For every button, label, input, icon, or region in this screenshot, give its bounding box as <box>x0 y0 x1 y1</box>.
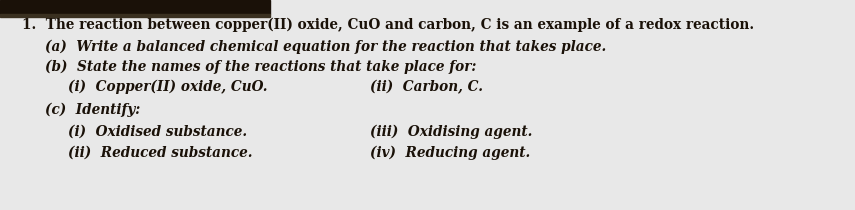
Text: (ii)  Carbon, C.: (ii) Carbon, C. <box>370 80 483 94</box>
Text: (c)  Identify:: (c) Identify: <box>45 103 140 117</box>
Bar <box>0 0 270 14</box>
Text: (i)  Copper(II) oxide, CuO.: (i) Copper(II) oxide, CuO. <box>68 80 268 94</box>
Bar <box>0 14 270 17</box>
Text: 1.  The reaction between copper(II) oxide, CuO and carbon, C is an example of a : 1. The reaction between copper(II) oxide… <box>22 18 754 32</box>
Text: (a)  Write a balanced chemical equation for the reaction that takes place.: (a) Write a balanced chemical equation f… <box>45 40 606 54</box>
Text: (ii)  Reduced substance.: (ii) Reduced substance. <box>68 146 252 160</box>
Text: (iii)  Oxidising agent.: (iii) Oxidising agent. <box>370 125 533 139</box>
Text: (b)  State the names of the reactions that take place for:: (b) State the names of the reactions tha… <box>45 60 476 74</box>
Text: (i)  Oxidised substance.: (i) Oxidised substance. <box>68 125 247 139</box>
Text: (iv)  Reducing agent.: (iv) Reducing agent. <box>370 146 530 160</box>
